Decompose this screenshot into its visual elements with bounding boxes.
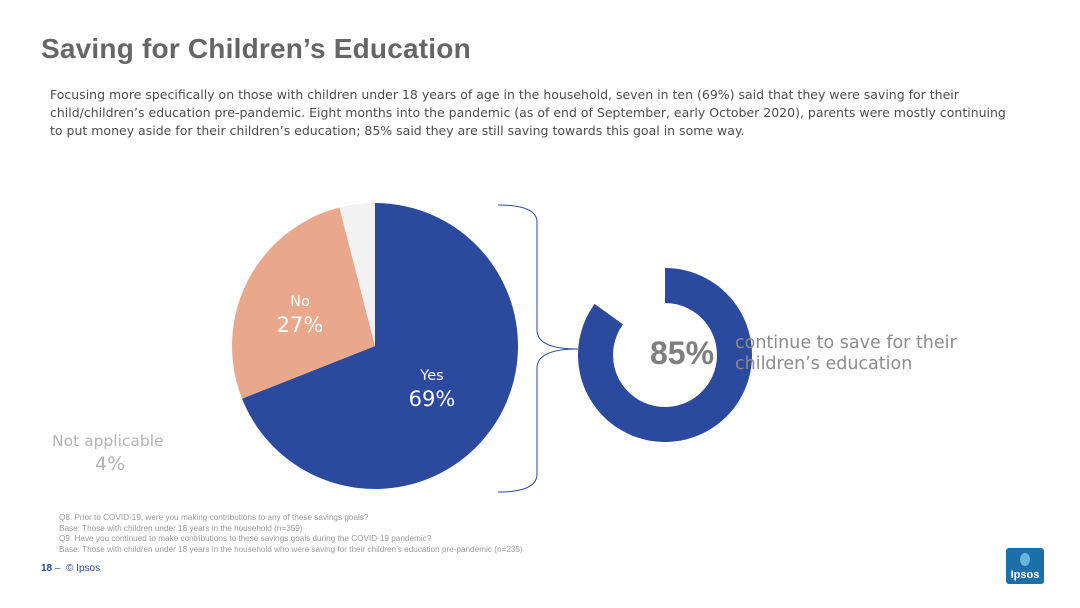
footer-separator: –: [54, 563, 61, 574]
footnote-line: Base: Those with children under 18 years…: [59, 523, 303, 533]
donut-arc-continue-to-save: [578, 268, 752, 442]
pie-label-yes: Yes: [419, 368, 443, 384]
pie-value-no: 27%: [277, 313, 324, 337]
pie-slice-yes: [242, 203, 518, 489]
logo-text: Ipsos: [1010, 569, 1040, 581]
footnote-line: Q8. Prior to COVID-19, were you making c…: [59, 513, 369, 522]
pie-value-yes: 69%: [409, 387, 456, 411]
footer: 18 – © Ipsos: [41, 563, 100, 574]
ipsos-logo: Ipsos: [1006, 548, 1044, 584]
callout-text: continue to save for their children’s ed…: [735, 333, 957, 374]
copyright: © Ipsos: [66, 563, 101, 574]
logo-mark-icon: [1020, 553, 1030, 566]
pie-label-no: No: [290, 294, 310, 310]
footnote-line: Q9. Have you continued to make contribut…: [59, 534, 432, 544]
footnotes: Q8. Prior to COVID-19, were you making c…: [59, 513, 523, 555]
not-applicable-value: 4%: [95, 453, 126, 475]
page-number: 18: [41, 563, 53, 574]
pie-chart: Yes 69% No 27%: [232, 203, 518, 489]
page-title: Saving for Children’s Education: [41, 33, 471, 64]
pie-slice-not-applicable: [339, 203, 375, 346]
pie-slice-no: [232, 207, 375, 399]
callout-percent: 85%: [650, 335, 715, 371]
footnote-line: Base: Those with children under 18 years…: [59, 544, 523, 554]
donut-chart: [578, 268, 752, 442]
intro-paragraph: Focusing more specifically on those with…: [50, 87, 1006, 138]
curly-brace: [497, 204, 579, 493]
not-applicable-label: Not applicable: [52, 432, 164, 450]
